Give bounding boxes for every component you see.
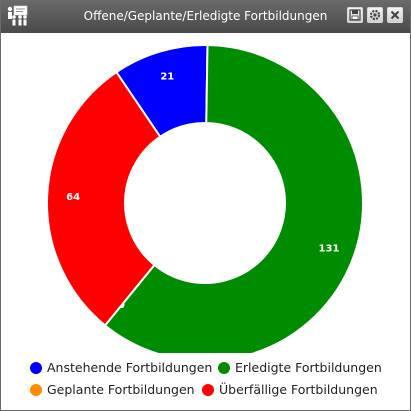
slice-value-label: 64 (66, 192, 80, 203)
slice-value-label: 131 (319, 243, 340, 254)
chart-area: 21131064 Anstehende Fortbildungen Erledi… (1, 33, 410, 410)
legend-label: Erledigte Fortbildungen (235, 360, 382, 375)
donut-slice[interactable] (46, 70, 162, 327)
close-icon (390, 10, 400, 20)
legend-swatch (30, 362, 42, 374)
legend-label: Anstehende Fortbildungen (47, 360, 213, 375)
settings-button[interactable] (367, 7, 383, 23)
donut-chart: 21131064 (46, 44, 364, 353)
donut-slice[interactable] (103, 44, 364, 353)
save-button[interactable] (347, 7, 363, 23)
legend-swatch (218, 362, 230, 374)
chart-legend: Anstehende Fortbildungen Erledigte Fortb… (1, 359, 410, 409)
save-icon (349, 9, 361, 21)
window-title: Offene/Geplante/Erledigte Fortbildungen (83, 9, 328, 23)
legend-swatch (30, 384, 42, 396)
legend-label: Überfällige Fortbildungen (219, 382, 378, 397)
close-button[interactable] (387, 7, 403, 23)
slice-value-label: 21 (160, 71, 174, 82)
legend-label: Geplante Fortbildungen (47, 382, 195, 397)
legend-swatch (202, 384, 214, 396)
title-bar[interactable]: Offene/Geplante/Erledigte Fortbildungen (1, 1, 410, 33)
settings-icon (369, 9, 381, 21)
people-presentation-icon (5, 4, 29, 28)
